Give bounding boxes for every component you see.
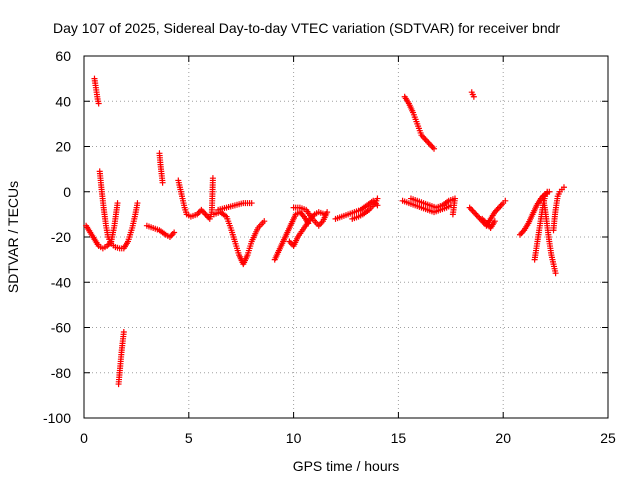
data-point-marker [470,93,477,100]
series-arc-16 [401,93,438,152]
gridlines [84,56,608,418]
y-tick-label: -80 [51,365,71,381]
y-tick-label: 0 [63,184,71,200]
data-point-marker [209,175,216,182]
x-tick-label: 15 [391,430,407,446]
x-tick-label: 5 [185,430,193,446]
data-point-marker [431,145,438,152]
series-arc-3 [96,168,141,252]
x-tick-label: 25 [600,430,616,446]
data-point-marker [449,211,456,218]
x-tick-label: 20 [495,430,511,446]
y-tick-label: 20 [55,139,71,155]
y-tick-label: -40 [51,274,71,290]
plot-area-frame [83,55,609,419]
data-point-marker [544,188,551,195]
series-arc-14 [349,195,381,222]
y-tick-label: -100 [43,410,71,426]
chart-title: Day 107 of 2025, Sidereal Day-to-day VTE… [53,20,560,36]
series-arc-21 [516,188,553,238]
y-tick-label: -60 [51,320,71,336]
series-arc-6 [156,150,166,186]
series-arc-9 [215,200,255,213]
data-point-marker [552,270,559,277]
series-arc-23 [540,193,559,277]
series-arc-7 [175,175,216,222]
data-point-marker [95,100,102,107]
series-arc-1 [83,200,121,252]
data-point-marker [560,184,567,191]
data-point-marker [324,209,331,216]
x-axis-ticks: 0 5 10 15 20 25 [80,56,616,446]
y-tick-label: 60 [55,48,71,64]
data-point-marker [134,200,141,207]
data-point-marker [491,218,498,225]
data-point-marker [248,200,255,207]
x-tick-label: 10 [286,430,302,446]
series-arc-17 [407,195,458,218]
series-arc-18 [468,89,477,100]
series-arc-4 [115,329,127,388]
data-markers [83,75,567,388]
data-point-marker [502,197,509,204]
data-point-marker [374,195,381,202]
series-arc-12 [290,204,331,229]
series-arc-5 [143,222,178,240]
x-axis-label: GPS time / hours [293,458,400,474]
series-arc-8 [210,209,268,268]
series-arc-2 [91,75,102,107]
series-arc-20 [479,215,498,231]
data-point-marker [159,179,166,186]
y-axis-ticks: -100 -80 -60 -40 -20 0 20 40 60 [43,48,608,426]
data-point-marker [114,200,121,207]
y-tick-label: 40 [55,93,71,109]
series-arc-10 [271,209,312,263]
data-point-marker [120,329,127,336]
data-point-marker [171,229,178,236]
y-axis-label: SDTVAR / TECUs [5,181,21,293]
y-tick-label: -20 [51,229,71,245]
data-point-marker [261,218,268,225]
x-tick-label: 0 [80,430,88,446]
series-arc-24 [550,184,567,234]
